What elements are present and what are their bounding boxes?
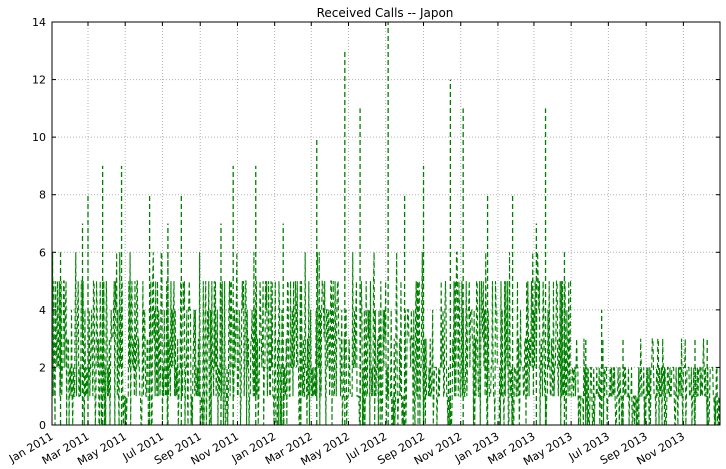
series-line — [51, 251, 498, 426]
peak-markers — [59, 22, 708, 425]
grid — [51, 21, 720, 426]
y-tick-label: 2 — [39, 361, 46, 374]
y-tick-label: 8 — [39, 189, 46, 202]
series-green — [51, 251, 721, 426]
y-tick-label: 14 — [32, 16, 46, 29]
y-axis: 0 2 4 6 8 10 12 14 — [32, 16, 720, 432]
y-tick-label: 12 — [32, 74, 46, 87]
y-tick-label: 4 — [39, 304, 46, 317]
y-tick-label: 0 — [39, 419, 46, 432]
y-tick-label: 10 — [32, 131, 46, 144]
chart-title: Received Calls -- Japon — [317, 6, 454, 20]
y-tick-label: 6 — [39, 246, 46, 259]
series-line — [497, 252, 572, 426]
